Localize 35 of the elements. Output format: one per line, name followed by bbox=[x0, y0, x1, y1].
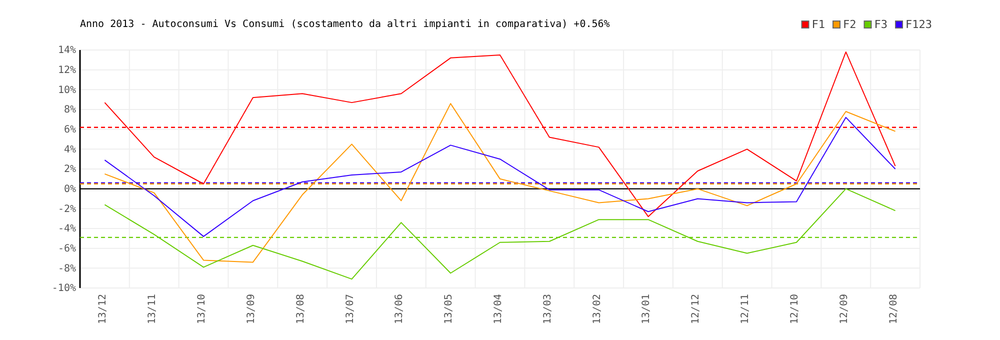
x-tick-label: 13/09 bbox=[246, 294, 257, 324]
x-tick-label: 13/10 bbox=[196, 294, 208, 324]
legend-label: F2 bbox=[843, 18, 856, 31]
x-tick-label: 13/03 bbox=[542, 294, 554, 324]
x-tick-label: 13/02 bbox=[592, 294, 603, 324]
x-tick-label: 13/08 bbox=[295, 294, 306, 324]
x-tick-label: 13/12 bbox=[98, 294, 109, 324]
y-tick-label: 12% bbox=[58, 65, 76, 76]
y-tick-label: 6% bbox=[64, 124, 76, 136]
y-tick-label: 14% bbox=[58, 45, 76, 56]
legend-label: F1 bbox=[812, 18, 825, 31]
x-tick-label: 13/07 bbox=[344, 294, 356, 324]
x-tick-label: 12/11 bbox=[740, 294, 752, 324]
y-tick-label: 10% bbox=[58, 84, 76, 96]
x-tick-label: 12/09 bbox=[838, 294, 850, 324]
x-tick-label: 12/08 bbox=[888, 294, 900, 324]
x-tick-label: 13/05 bbox=[444, 294, 455, 324]
x-tick-label: 12/10 bbox=[789, 294, 800, 324]
y-tick-label: -2% bbox=[58, 204, 76, 215]
x-tick-label: 13/06 bbox=[394, 294, 406, 324]
y-tick-label: 4% bbox=[64, 144, 76, 156]
y-tick-label: 2% bbox=[64, 164, 76, 176]
y-tick-label: 0% bbox=[64, 184, 76, 196]
legend-label: F3 bbox=[874, 18, 888, 31]
y-tick-label: -10% bbox=[52, 283, 76, 294]
legend-label: F123 bbox=[906, 18, 932, 31]
x-tick-label: 13/11 bbox=[147, 294, 158, 324]
chart-title: Anno 2013 - Autoconsumi Vs Consumi (scostamento da altri impianti in comparativa) +0.56% bbox=[80, 19, 610, 30]
x-tick-label: 13/01 bbox=[641, 294, 652, 324]
x-tick-label: 13/04 bbox=[493, 294, 504, 324]
y-tick-label: 8% bbox=[64, 104, 76, 116]
y-tick-label: -8% bbox=[58, 263, 76, 274]
y-tick-label: -6% bbox=[58, 244, 76, 255]
y-tick-label: -4% bbox=[58, 224, 76, 235]
x-tick-label: 12/12 bbox=[690, 294, 702, 324]
